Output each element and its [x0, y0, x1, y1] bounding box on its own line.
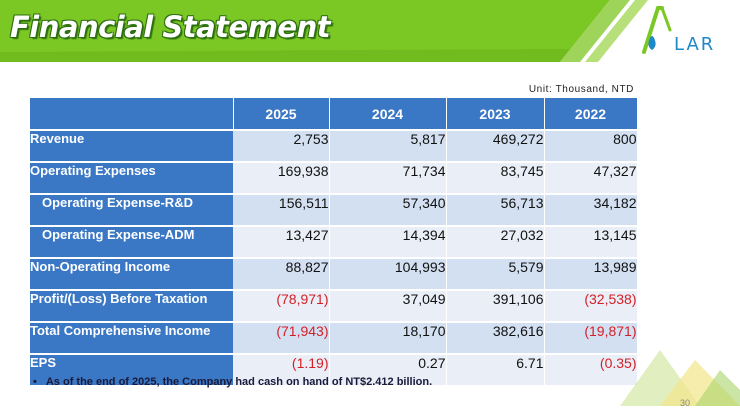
table-cell: 83,745	[446, 161, 545, 194]
table-cell: (19,871)	[544, 321, 638, 354]
table-cell: 34,182	[544, 193, 638, 226]
table-cell: (71,943)	[233, 321, 330, 354]
column-header: 2024	[329, 98, 447, 130]
row-label: Operating Expenses	[30, 161, 233, 194]
table-row: Operating Expense-R&D 156,511 57,340 56,…	[30, 193, 638, 226]
column-header: 2022	[544, 98, 638, 130]
corner-decoration	[620, 350, 740, 406]
table-cell: 27,032	[446, 225, 545, 258]
bullet-icon: •	[33, 376, 37, 388]
table-row: Operating Expenses 169,938 71,734 83,745…	[30, 161, 638, 194]
table-cell: 47,327	[544, 161, 638, 194]
table-cell: 13,427	[233, 225, 330, 258]
page-number: 30	[680, 398, 691, 408]
table-cell: 156,511	[233, 193, 330, 226]
table-row: Revenue 2,753 5,817 469,272 800	[30, 129, 638, 162]
row-label: EPS	[30, 353, 233, 385]
column-header: 2025	[233, 98, 330, 130]
table-cell: 0.27	[329, 353, 447, 385]
table-cell: 2,753	[233, 129, 330, 162]
table-cell: 71,734	[329, 161, 447, 194]
table-cell: 800	[544, 129, 638, 162]
header-corner-cell	[30, 98, 234, 130]
row-label: Total Comprehensive Income	[30, 321, 233, 354]
financial-table: 2025 2024 2023 2022 Revenue 2,753 5,817 …	[30, 98, 638, 385]
table-cell: 5,817	[329, 129, 447, 162]
table-cell: (78,971)	[233, 289, 330, 322]
table-row: Operating Expense-ADM 13,427 14,394 27,0…	[30, 225, 638, 258]
table-cell: 18,170	[329, 321, 447, 354]
table-cell: 37,049	[329, 289, 447, 322]
alar-logo-icon	[642, 6, 672, 54]
unit-note: Unit: Thousand, NTD	[528, 84, 634, 95]
table-cell: 391,106	[446, 289, 545, 322]
table-cell: 6.71	[446, 353, 545, 385]
row-label: Operating Expense-R&D	[30, 193, 233, 226]
table-cell: 469,272	[446, 129, 545, 162]
row-label: Operating Expense-ADM	[30, 225, 233, 258]
table-row: Total Comprehensive Income (71,943) 18,1…	[30, 321, 638, 354]
footnote-text: As of the end of 2025, the Company had c…	[45, 376, 433, 388]
row-label: Non-Operating Income	[30, 257, 233, 290]
table-row: Profit/(Loss) Before Taxation (78,971) 3…	[30, 289, 638, 322]
row-label: Profit/(Loss) Before Taxation	[30, 289, 233, 322]
footnote: • As of the end of 2025, the Company had …	[33, 376, 432, 388]
column-header: 2023	[446, 98, 545, 130]
row-label: Revenue	[30, 129, 233, 162]
table-cell: 169,938	[233, 161, 330, 194]
table-cell: 88,827	[233, 257, 330, 290]
table-cell: 13,145	[544, 225, 638, 258]
logo-text: LAR	[674, 34, 716, 55]
table-cell: 56,713	[446, 193, 545, 226]
table-cell: (0.35)	[544, 353, 638, 385]
table-cell: 14,394	[329, 225, 447, 258]
table-cell: 104,993	[329, 257, 447, 290]
table-cell: 57,340	[329, 193, 447, 226]
table-header-row: 2025 2024 2023 2022	[30, 98, 638, 130]
table-cell: 13,989	[544, 257, 638, 290]
table-row: EPS (1.19) 0.27 6.71 (0.35)	[30, 353, 638, 385]
table-cell: 382,616	[446, 321, 545, 354]
table-cell: 5,579	[446, 257, 545, 290]
table-cell: (32,538)	[544, 289, 638, 322]
table-cell: (1.19)	[233, 353, 330, 385]
slide-title: Financial Statement	[10, 10, 331, 44]
table-row: Non-Operating Income 88,827 104,993 5,57…	[30, 257, 638, 290]
